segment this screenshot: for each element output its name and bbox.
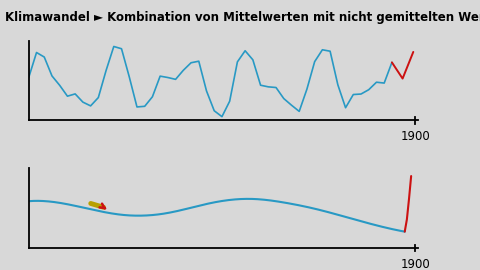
Text: Klimawandel ► Kombination von Mittelwerten mit nicht gemittelten Werten: Klimawandel ► Kombination von Mittelwert… — [5, 11, 480, 24]
Text: 1900: 1900 — [400, 130, 430, 143]
Text: 1900: 1900 — [400, 258, 430, 270]
